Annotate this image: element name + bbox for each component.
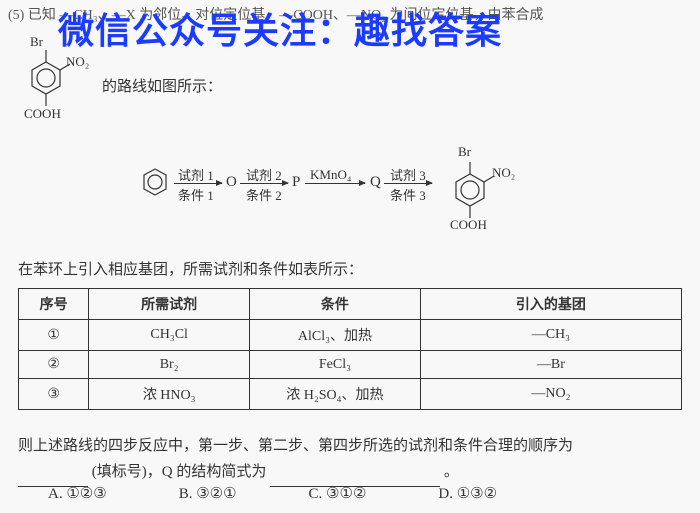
arrow2 <box>240 183 288 184</box>
cell: FeCl₃ <box>250 351 421 379</box>
intermediate-P: P <box>292 174 300 191</box>
kmno4: KMnO₄ <box>310 167 351 183</box>
route-intro: 的路线如图所示： <box>102 75 222 96</box>
intermediate-Q: Q <box>370 174 381 191</box>
no2-label: NO₂ <box>66 54 89 70</box>
cell: AlCl₃、加热 <box>250 320 421 351</box>
reagent1: 试剂 1 <box>178 165 214 184</box>
cell: 浓 HNO₃ <box>89 379 250 410</box>
table-row: ① CH₃Cl AlCl₃、加热 —CH₃ <box>19 320 682 351</box>
reagent3: 试剂 3 <box>390 165 426 184</box>
reaction-scheme: 试剂 1 条件 1 O 试剂 2 条件 2 P KMnO₄ Q 试剂 3 条件 … <box>140 145 640 235</box>
cell: Br₂ <box>89 351 250 379</box>
table-header-row: 序号 所需试剂 条件 引入的基团 <box>19 289 682 320</box>
prod-cooh: COOH <box>450 217 487 233</box>
intermediate-O: O <box>226 174 237 191</box>
cond3: 条件 3 <box>390 185 426 204</box>
period: 。 <box>444 464 459 480</box>
cell: ① <box>19 320 89 351</box>
option-c: C. ③①② <box>309 484 367 503</box>
prod-no2: NO₂ <box>492 165 515 181</box>
fill-line: (填标号)，Q 的结构简式为 。 <box>18 458 459 487</box>
option-b: B. ③②① <box>179 484 237 503</box>
cond2: 条件 2 <box>246 185 282 204</box>
th-reagent: 所需试剂 <box>89 289 250 320</box>
watermark-text: 微信公众号关注：趣找答案 <box>58 2 502 54</box>
option-d: D. ①③② <box>438 484 497 503</box>
cell: ③ <box>19 379 89 410</box>
cooh-label: COOH <box>24 106 61 122</box>
cell: CH₃Cl <box>89 320 250 351</box>
th-cond: 条件 <box>250 289 421 320</box>
prod-br: Br <box>458 144 471 160</box>
fill-text: (填标号)，Q 的结构简式为 <box>92 464 267 480</box>
question-text: 则上述路线的四步反应中，第一步、第二步、第四步所选的试剂和条件合理的顺序为 <box>18 432 573 461</box>
cell: —CH₃ <box>420 320 681 351</box>
cell: ② <box>19 351 89 379</box>
answer-options: A. ①②③ B. ③②① C. ③①② D. ①③② <box>48 484 668 503</box>
th-seq: 序号 <box>19 289 89 320</box>
option-a: A. ①②③ <box>48 484 107 503</box>
br-label: Br <box>30 34 43 50</box>
cell: —NO₂ <box>420 379 681 410</box>
th-group: 引入的基团 <box>420 289 681 320</box>
table-row: ③ 浓 HNO₃ 浓 H₂SO₄、加热 —NO₂ <box>19 379 682 410</box>
table-intro: 在苯环上引入相应基团，所需试剂和条件如表所示： <box>18 258 363 279</box>
table-row: ② Br₂ FeCl₃ —Br <box>19 351 682 379</box>
cond1: 条件 1 <box>178 185 214 204</box>
arrow3 <box>305 183 365 184</box>
reagent2: 试剂 2 <box>246 165 282 184</box>
reagent-table: 序号 所需试剂 条件 引入的基团 ① CH₃Cl AlCl₃、加热 —CH₃ ②… <box>18 288 682 410</box>
arrow1 <box>174 183 222 184</box>
arrow4 <box>384 183 432 184</box>
cell: —Br <box>420 351 681 379</box>
cell: 浓 H₂SO₄、加热 <box>250 379 421 410</box>
